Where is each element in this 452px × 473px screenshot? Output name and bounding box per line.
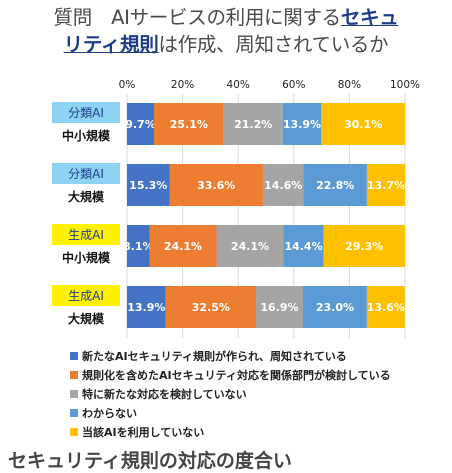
legend-label: 規則化を含めたAIセキュリティ対応を関係部門が検討している bbox=[82, 368, 391, 382]
bar-value-label: 8.1% bbox=[123, 240, 154, 253]
bar-segment bbox=[283, 225, 324, 267]
category-badge-label: 分類AI bbox=[68, 106, 104, 120]
bar-value-label: 25.1% bbox=[170, 118, 208, 131]
category-badge-label: 生成AI bbox=[68, 228, 104, 242]
legend-item: 当該AIを利用していない bbox=[70, 422, 391, 441]
title-highlight-2: リティ規則 bbox=[63, 33, 159, 56]
category-sub-label: 大規模 bbox=[68, 189, 105, 204]
legend-item: 新たなAIセキュリティ規則が作られ、周知されている bbox=[70, 346, 391, 365]
chart-title: 質問 AIサービスの利用に関するセキュ リティ規則は作成、周知されているか bbox=[0, 4, 452, 58]
tick-label: 60% bbox=[282, 79, 305, 91]
bar-segment bbox=[366, 286, 405, 328]
bar-value-label: 23.0% bbox=[316, 301, 354, 314]
bar-value-label: 9.7% bbox=[125, 118, 156, 131]
category-badge bbox=[52, 224, 120, 245]
bar-segment bbox=[255, 286, 303, 328]
legend-item: 特に新たな対応を検討していない bbox=[70, 384, 391, 403]
legend-swatch bbox=[70, 351, 78, 360]
tick-label: 100% bbox=[390, 79, 420, 91]
bar-value-label: 24.1% bbox=[164, 240, 202, 253]
bar-segment bbox=[303, 164, 367, 206]
bar-segment bbox=[262, 164, 304, 206]
bar-segment bbox=[223, 103, 283, 145]
footer-caption: セキュリティ規則の対応の度合い bbox=[8, 450, 292, 472]
bar-segment bbox=[321, 103, 405, 145]
category-sub-label: 大規模 bbox=[68, 311, 105, 326]
legend-item: わからない bbox=[70, 403, 391, 422]
tick-label: 20% bbox=[171, 79, 194, 91]
bar-segment bbox=[127, 103, 154, 145]
bar-value-label: 15.3% bbox=[129, 179, 167, 192]
bar-value-label: 16.9% bbox=[260, 301, 298, 314]
bar-value-label: 13.9% bbox=[127, 301, 165, 314]
bar-value-label: 24.1% bbox=[231, 240, 269, 253]
tick-label: 0% bbox=[119, 79, 136, 91]
category-badge-label: 分類AI bbox=[68, 167, 104, 181]
bar-segment bbox=[127, 164, 170, 206]
tick-label: 80% bbox=[338, 79, 361, 91]
bar-value-label: 14.4% bbox=[284, 240, 322, 253]
bar-value-label: 14.6% bbox=[264, 179, 302, 192]
bar-value-label: 13.9% bbox=[283, 118, 321, 131]
bar-value-label: 13.6% bbox=[367, 301, 405, 314]
bar-segment bbox=[127, 225, 150, 267]
tick-label: 40% bbox=[227, 79, 250, 91]
legend-label: 新たなAIセキュリティ規則が作られ、周知されている bbox=[82, 349, 347, 363]
category-badge-label: 生成AI bbox=[68, 289, 104, 303]
legend-swatch bbox=[70, 389, 78, 398]
bar-segment bbox=[127, 286, 166, 328]
category-sub-label: 中小規模 bbox=[62, 128, 111, 143]
title-highlight-1: セキュ bbox=[340, 6, 399, 29]
category-badge bbox=[52, 285, 120, 306]
category-sub-label: 中小規模 bbox=[62, 250, 111, 265]
title-prefix: 質問 AIサービスの利用に関する bbox=[53, 6, 342, 29]
bar-value-label: 30.1% bbox=[344, 118, 382, 131]
legend-swatch bbox=[70, 427, 78, 436]
bar-value-label: 22.8% bbox=[316, 179, 354, 192]
bar-value-label: 29.3% bbox=[345, 240, 383, 253]
legend-label: 特に新たな対応を検討していない bbox=[82, 387, 247, 401]
bar-segment bbox=[149, 225, 217, 267]
bar-segment bbox=[216, 225, 284, 267]
title-suffix: は作成、周知されているか bbox=[158, 33, 389, 56]
bar-segment bbox=[366, 164, 405, 206]
bar-segment bbox=[153, 103, 224, 145]
bar-value-label: 32.5% bbox=[192, 301, 230, 314]
legend-label: わからない bbox=[82, 406, 137, 420]
legend-label: 当該AIを利用していない bbox=[82, 425, 205, 439]
bar-segment bbox=[169, 164, 263, 206]
legend: 新たなAIセキュリティ規則が作られ、周知されている規則化を含めたAIセキュリティ… bbox=[70, 346, 391, 441]
legend-item: 規則化を含めたAIセキュリティ対応を関係部門が検討している bbox=[70, 365, 391, 384]
legend-swatch bbox=[70, 408, 78, 417]
bar-segment bbox=[323, 225, 405, 267]
bar-segment bbox=[302, 286, 367, 328]
bar-segment bbox=[282, 103, 322, 145]
stacked-bar-chart: 0% 20% 40% 60% 80% 100% 分類AI 中小規模 9.7% 25.1% 21.2%… bbox=[52, 79, 420, 338]
bar-value-label: 33.6% bbox=[197, 179, 235, 192]
bar-segment bbox=[165, 286, 256, 328]
bar-value-label: 21.2% bbox=[234, 118, 272, 131]
category-badge bbox=[52, 163, 120, 184]
legend-swatch bbox=[70, 370, 78, 379]
category-badge bbox=[52, 102, 120, 123]
bar-value-label: 13.7% bbox=[367, 179, 405, 192]
